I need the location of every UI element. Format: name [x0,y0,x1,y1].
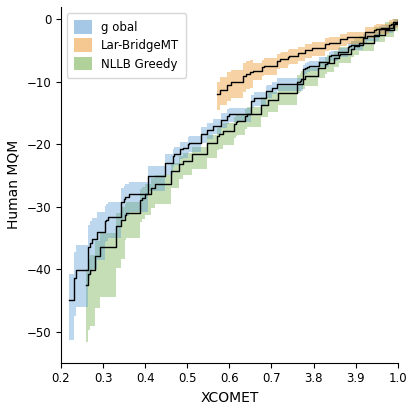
Y-axis label: Human MQM: Human MQM [7,140,21,229]
X-axis label: XCOMET: XCOMET [200,391,258,405]
Legend: g obal, Lar-BridgeMT, NLLB Greedy: g obal, Lar-BridgeMT, NLLB Greedy [67,13,186,78]
